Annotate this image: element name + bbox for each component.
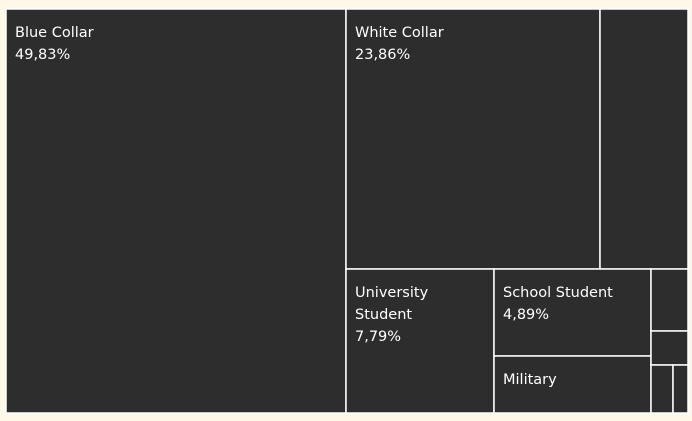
tile-value-school-student: 4,89% [503,307,549,323]
tile-small-4[interactable] [650,364,674,414]
tile-small-5[interactable] [672,364,689,414]
tile-small-2[interactable] [650,268,689,332]
tile-value-blue-collar: 49,83% [15,47,70,63]
tile-white-collar[interactable] [345,8,601,270]
tile-label-blue-collar: Blue Collar [15,25,94,41]
tile-university-student[interactable] [345,268,495,414]
tile-label-military: Military [503,372,557,388]
tile-label-white-collar: White Collar [355,25,444,41]
tile-value-white-collar: 23,86% [355,47,410,63]
tile-label-university-student: University Student [355,285,429,323]
tile-small-3[interactable] [650,330,689,366]
tile-value-university-student: 7,79% [355,329,401,345]
tile-school-student[interactable] [493,268,652,357]
tile-blue-collar[interactable] [5,8,347,414]
tile-small-1[interactable] [599,8,689,270]
tile-label-school-student: School Student [503,285,613,301]
